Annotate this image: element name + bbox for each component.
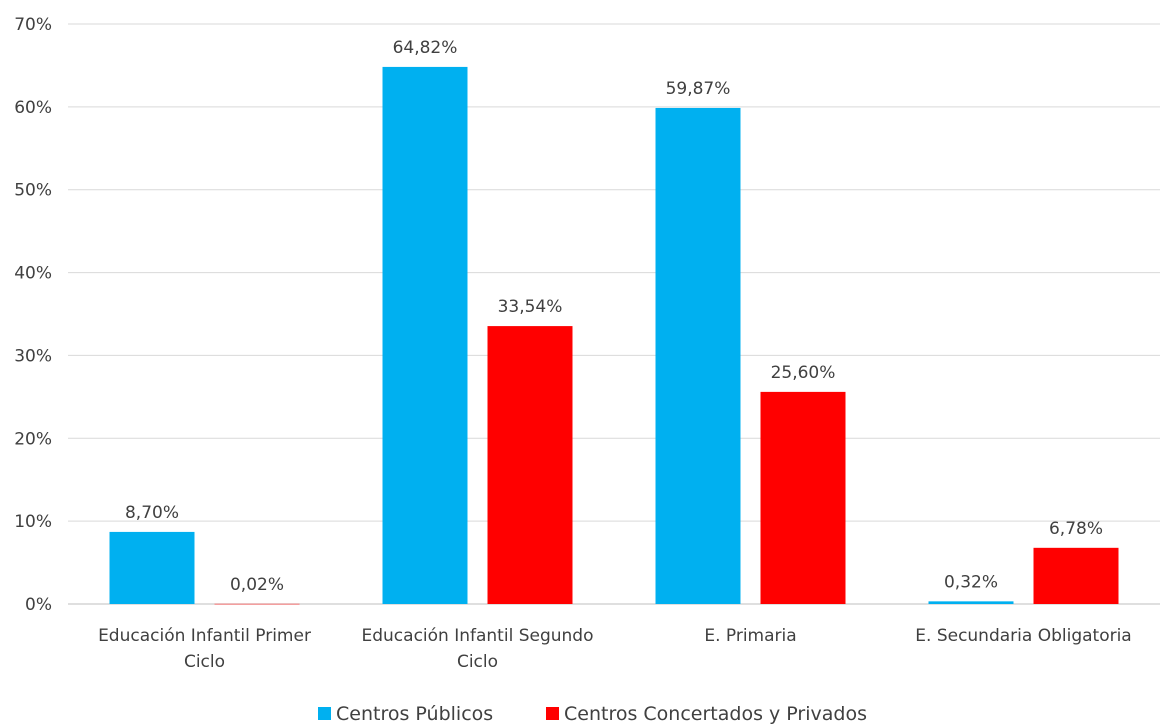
- y-tick-label: 30%: [14, 346, 52, 366]
- data-label: 6,78%: [1049, 519, 1103, 539]
- data-label: 8,70%: [125, 503, 179, 523]
- legend-label: Centros Concertados y Privados: [564, 703, 867, 724]
- y-tick-label: 60%: [14, 98, 52, 118]
- category-label: E. Secundaria Obligatoria: [915, 626, 1131, 646]
- y-tick-label: 70%: [14, 15, 52, 35]
- bar-concertados-2: [760, 391, 846, 604]
- legend-swatch-concertados: [546, 707, 559, 720]
- category-label: E. Primaria: [704, 626, 796, 646]
- data-label: 25,60%: [771, 363, 836, 383]
- bar-publicos-1: [382, 66, 468, 605]
- y-tick-label: 20%: [14, 429, 52, 449]
- bar-concertados-3: [1033, 547, 1119, 604]
- data-label: 33,54%: [498, 297, 563, 317]
- bar-concertados-1: [487, 326, 573, 604]
- category-label: Educación Infantil Primer: [98, 626, 311, 646]
- legend-label: Centros Públicos: [336, 703, 493, 724]
- category-label: Educación Infantil Segundo: [362, 626, 594, 646]
- data-label: 0,02%: [230, 575, 284, 595]
- bar-publicos-3: [928, 601, 1014, 604]
- data-label: 59,87%: [666, 79, 731, 99]
- data-label: 64,82%: [393, 38, 458, 58]
- bar-publicos-0: [109, 531, 195, 604]
- data-label: 0,32%: [944, 572, 998, 592]
- category-label: Ciclo: [457, 652, 498, 672]
- bar-concertados-0: [214, 603, 300, 605]
- y-tick-label: 0%: [25, 595, 52, 615]
- category-label: Ciclo: [184, 652, 225, 672]
- bar-publicos-2: [655, 107, 741, 604]
- y-tick-label: 40%: [14, 264, 52, 284]
- legend-swatch-publicos: [318, 707, 331, 720]
- y-tick-label: 10%: [14, 512, 52, 532]
- y-tick-label: 50%: [14, 181, 52, 201]
